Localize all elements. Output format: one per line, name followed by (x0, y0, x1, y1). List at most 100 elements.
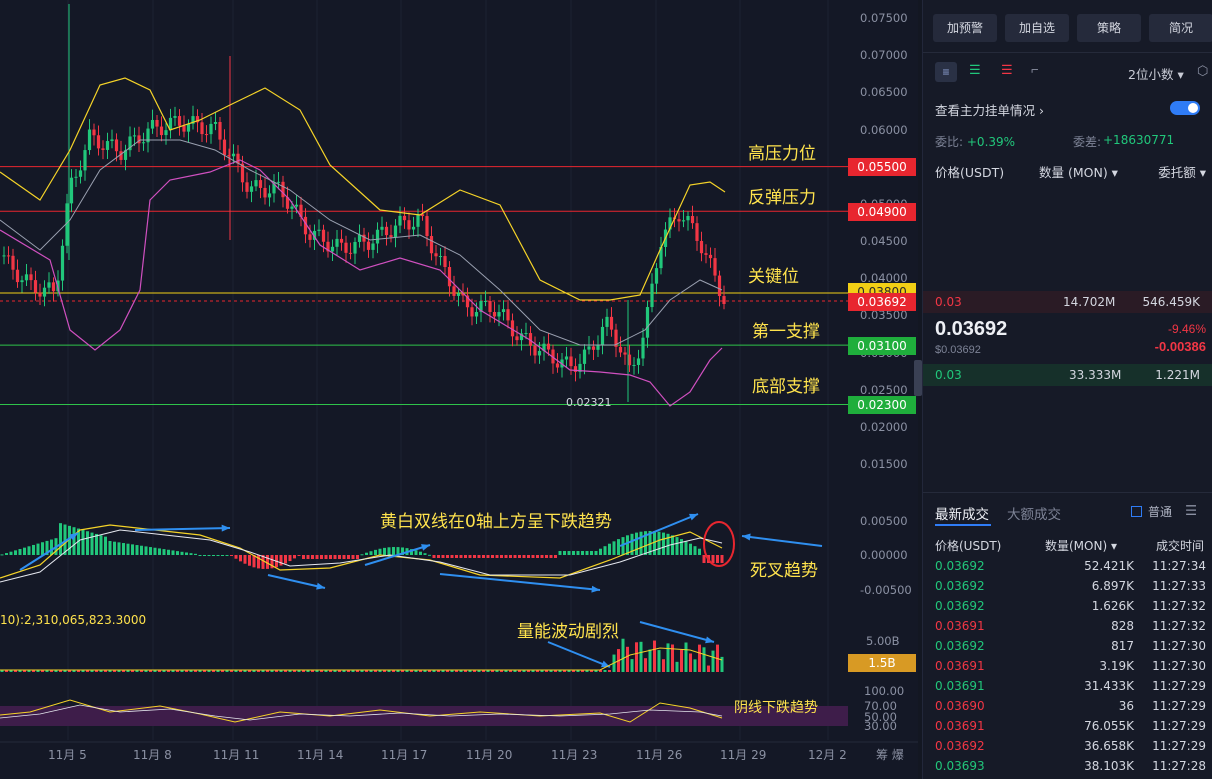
price-axis-label: 0.01500 (860, 457, 908, 471)
volume-bar (162, 670, 166, 672)
candle-body (69, 177, 74, 204)
trend-arrow (439, 573, 601, 591)
candle-body (218, 122, 222, 140)
candle-body (483, 300, 488, 302)
volume-bar (176, 670, 179, 672)
volume-bar (594, 670, 598, 672)
volume-bar (360, 670, 364, 672)
normal-checkbox[interactable] (1131, 506, 1142, 517)
volume-bar (554, 670, 557, 672)
ratio-value: +0.39% (966, 135, 1016, 149)
volume-bar (378, 670, 382, 672)
volume-bar (189, 670, 193, 672)
orderbook-trades-icon[interactable]: ⌐ (1031, 62, 1039, 77)
trend-arrow-head (421, 544, 430, 551)
orderbook-both-icon[interactable]: ≡ (935, 62, 957, 82)
ask-row[interactable]: 0.03 14.702M 546.459K (935, 295, 1206, 309)
candle-body (708, 254, 713, 259)
macd-bar (410, 549, 413, 555)
overview-button[interactable]: 简况 (1149, 14, 1212, 42)
trades-header-time: 成交时间 (1155, 539, 1204, 553)
macd-bar (540, 555, 544, 558)
trades-header-qty[interactable]: 数量(MON) ▾ (1045, 539, 1117, 553)
death-cross-circle (703, 521, 735, 567)
volume-bar (549, 670, 553, 672)
orderbook-bids-icon[interactable]: ☰ (969, 62, 981, 77)
candle-body (668, 217, 672, 230)
macd-bar (396, 547, 400, 555)
trend-arrow (364, 544, 431, 566)
volume-bar (576, 670, 580, 672)
tab-large-trades[interactable]: 大额成交 (1007, 507, 1061, 523)
macd-bar (482, 555, 485, 558)
volume-bar (473, 670, 476, 672)
volume-bar (653, 640, 656, 672)
trend-arrow (547, 641, 611, 668)
macd-bar (68, 525, 71, 555)
candle-body (542, 343, 546, 351)
strategy-button[interactable]: 策略 (1077, 14, 1141, 42)
candle-body (29, 274, 33, 281)
candle-body (245, 182, 249, 192)
candle-body (51, 282, 56, 292)
volume-bar (212, 670, 215, 672)
header-qty[interactable]: 数量 (MON) ▾ (1039, 165, 1118, 180)
macd-bar (351, 555, 355, 559)
candle-body (596, 345, 600, 350)
volume-bar (626, 646, 629, 672)
trade-price: 0.03690 (935, 699, 985, 713)
macd-bar (662, 532, 665, 555)
toggle-switch[interactable] (1170, 101, 1200, 115)
filter-icon[interactable]: ☰ (1185, 503, 1198, 519)
volume-bar (122, 670, 125, 672)
trade-price: 0.03692 (935, 739, 985, 753)
macd-bar (356, 555, 359, 559)
settings-icon[interactable]: ⬡ (1197, 63, 1209, 78)
watchlist-button[interactable]: 加自选 (1005, 14, 1069, 42)
header-total[interactable]: 委托额 ▾ (1158, 165, 1206, 180)
macd-bar (720, 555, 724, 563)
candle-body (573, 366, 578, 372)
normal-label: 普通 (1148, 505, 1173, 519)
volume-bar (648, 649, 652, 672)
price-chart[interactable]: 0.075000.070000.065000.060000.055000.050… (0, 0, 922, 779)
volume-bar (81, 670, 85, 672)
candle-body (236, 153, 240, 164)
candle-body (290, 206, 294, 209)
candle-body (407, 220, 411, 230)
chart-canvas[interactable] (0, 0, 918, 779)
main-orders-label: 查看主力挂单情况 (935, 103, 1036, 118)
volume-bar (329, 670, 332, 672)
volume-bar (68, 670, 71, 672)
volume-bar (95, 670, 98, 672)
main-orders-toggle-row[interactable]: 查看主力挂单情况 › (935, 100, 1206, 119)
trade-time: 11:27:29 (1152, 739, 1206, 753)
volume-bar (320, 670, 323, 672)
macd-bar (477, 555, 481, 558)
bollinger-upper (0, 77, 726, 301)
macd-bar (72, 527, 76, 555)
volume-bar (135, 670, 139, 672)
bid-row[interactable]: 0.03 33.333M 1.221M (935, 368, 1206, 382)
macd-bar (153, 547, 157, 555)
orderbook-asks-icon[interactable]: ☰ (1001, 62, 1013, 77)
candle-body (704, 253, 708, 255)
volume-bar (311, 670, 314, 672)
candle-body (33, 280, 38, 293)
candle-body (443, 256, 447, 268)
candle-body (20, 280, 24, 283)
decimal-select[interactable]: 2位小数 ▾ (1128, 64, 1198, 83)
panel-collapse-handle[interactable] (914, 360, 922, 396)
macd-bar (167, 549, 170, 555)
volume-bar (86, 670, 89, 672)
candle-body (537, 350, 542, 356)
change-absolute: -0.00386 (1154, 339, 1206, 354)
volume-bar (599, 670, 602, 672)
macd-bar (464, 555, 467, 558)
volume-bar (374, 670, 377, 672)
alert-button[interactable]: 加预警 (933, 14, 997, 42)
candle-body (177, 116, 182, 126)
tab-latest-trades[interactable]: 最新成交 (935, 507, 989, 523)
candle-body (335, 238, 339, 247)
candle-body (42, 287, 47, 297)
